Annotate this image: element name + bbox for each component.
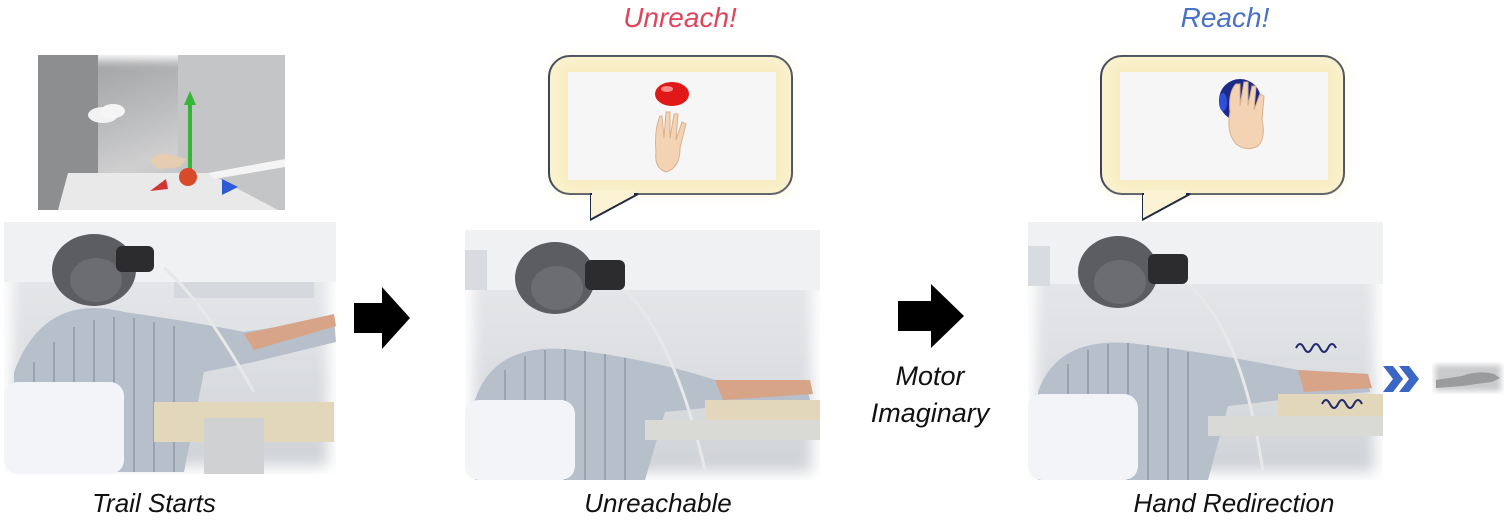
patient-vr-illustration (4, 222, 336, 474)
patient-reaching-illustration (465, 230, 820, 480)
bubble-scene-reach (1120, 72, 1328, 180)
vr-scene-thumbnail (38, 55, 285, 210)
vibration-wave-icon-lower (1321, 399, 1363, 409)
photo-hand-redirection (1028, 222, 1383, 480)
virtual-hand-grasp-icon (1228, 81, 1265, 150)
label-reach: Reach! (1180, 2, 1270, 33)
bubble-tail-unreach (590, 190, 639, 222)
speech-bubble-reach (1100, 55, 1345, 195)
patient-redirected-illustration (1028, 222, 1383, 480)
vibration-wave-icon-upper (1295, 343, 1337, 353)
arrow-right-icon (354, 287, 410, 349)
bubble-scene-unreach (568, 72, 776, 180)
bubble-tail-reach (1142, 190, 1191, 222)
photo-unreachable (465, 230, 820, 480)
arrow-right-icon-2 (898, 284, 964, 348)
virtual-hand-icon (655, 111, 687, 173)
label-unreach: Unreach! (623, 2, 737, 33)
speech-bubble-unreach (548, 55, 793, 195)
photo-trail-starts (4, 222, 336, 474)
double-chevron-right-icon (1383, 366, 1419, 392)
caption-hand-redirection: Hand Redirection (1133, 488, 1335, 518)
red-ball-icon (655, 82, 689, 106)
transition-label-motor-imaginary: Motor Imaginary (870, 361, 990, 428)
cloud-icon (88, 104, 125, 123)
hand-closeup-inset (1432, 362, 1504, 394)
caption-trail-starts: Trail Starts (92, 488, 216, 518)
vr-scene-drawing (38, 55, 285, 210)
caption-unreachable: Unreachable (584, 488, 732, 518)
